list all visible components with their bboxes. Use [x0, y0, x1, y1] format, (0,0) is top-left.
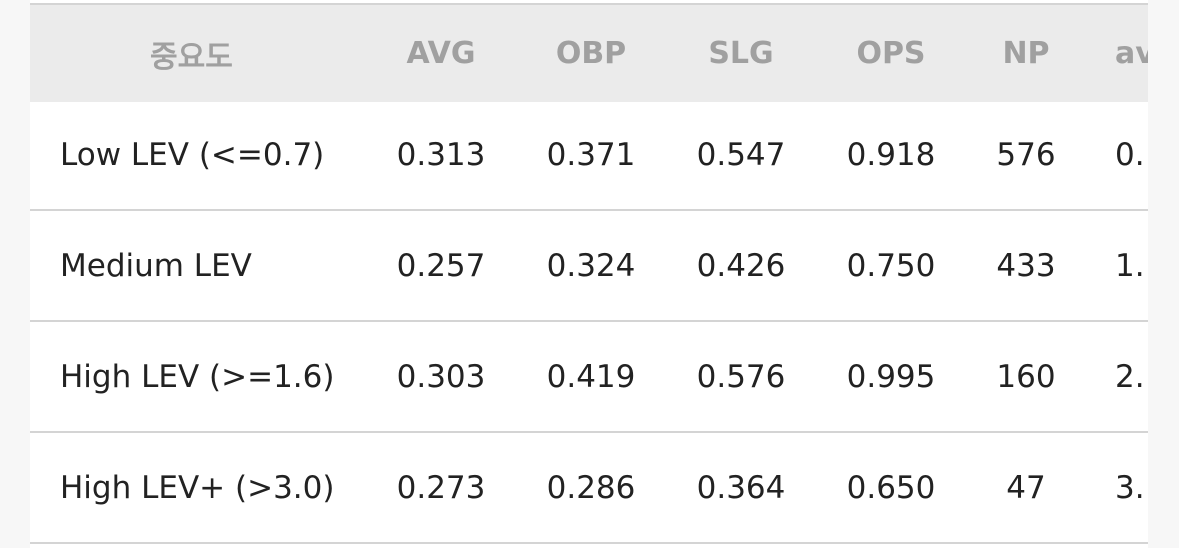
- cell-value: 1.: [1115, 247, 1145, 284]
- row-label: High LEV (>=1.6): [60, 358, 335, 395]
- header-row: 중요도 AVG OBP SLG OPS NP av: [30, 3, 1148, 102]
- row-label: 중요도: [150, 39, 233, 75]
- cell-value: 160: [996, 358, 1056, 395]
- cell-value: 47: [1006, 469, 1046, 506]
- cell-value: 2.: [1115, 358, 1145, 395]
- cell-value: 0.273: [396, 469, 486, 506]
- table-row: High LEV (>=1.6) 0.303 0.419 0.576 0.995 160 2…: [30, 322, 1148, 433]
- cell-value: 0.257: [396, 247, 486, 284]
- cell-value: 0.364: [696, 469, 786, 506]
- cell-value: OBP: [555, 36, 627, 71]
- row-label: Medium LEV: [60, 247, 252, 284]
- cell-value: 0.: [1115, 136, 1145, 173]
- cell-value: 0.419: [546, 358, 636, 395]
- cell-value: 0.371: [546, 136, 636, 173]
- cell-value: NP: [1002, 36, 1050, 71]
- cell-value: 0.995: [846, 358, 936, 395]
- table-row: Medium LEV 0.257 0.324 0.426 0.750 433 1.: [30, 211, 1148, 322]
- cell-value: 0.576: [696, 358, 786, 395]
- cell-value: 433: [996, 247, 1056, 284]
- cell-value: OPS: [856, 36, 926, 71]
- cell-value: SLG: [708, 36, 774, 71]
- cell-value: 3.: [1115, 469, 1145, 506]
- table-row: Low LEV (<=0.7) 0.313 0.371 0.547 0.918 576 0.: [30, 100, 1148, 211]
- cell-value: 0.324: [546, 247, 636, 284]
- cell-value: 0.750: [846, 247, 936, 284]
- cell-value: 576: [996, 136, 1056, 173]
- table-row: High LEV+ (>3.0) 0.273 0.286 0.364 0.650 47 3.: [30, 433, 1148, 544]
- cell-value: 0.426: [696, 247, 786, 284]
- cell-value: 0.313: [396, 136, 486, 173]
- table: 중요도 AVG OBP SLG OPS NP av Low LEV (<=0.7) 0.313 0…: [30, 0, 1148, 548]
- cell-value: 0.286: [546, 469, 636, 506]
- cell-value: av: [1115, 36, 1148, 71]
- cell-value: 0.547: [696, 136, 786, 173]
- cell-value: 0.650: [846, 469, 936, 506]
- row-label: High LEV+ (>3.0): [60, 469, 335, 506]
- cell-value: 0.303: [396, 358, 486, 395]
- cell-value: 0.918: [846, 136, 936, 173]
- cell-value: AVG: [406, 36, 476, 71]
- row-label: Low LEV (<=0.7): [60, 136, 325, 173]
